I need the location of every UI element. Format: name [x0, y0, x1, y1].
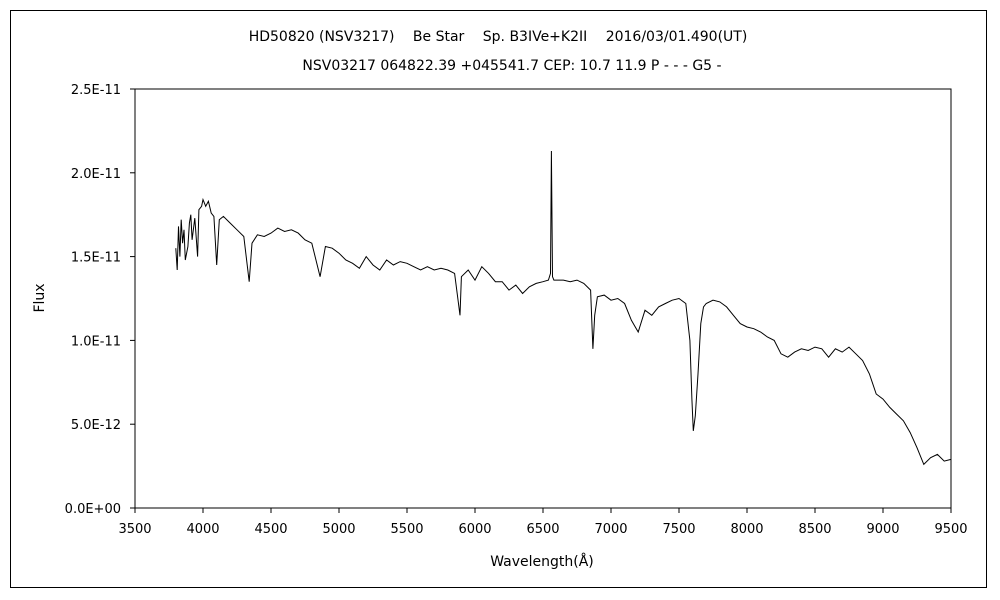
- x-tick-label: 3500: [118, 522, 151, 537]
- x-tick-label: 7500: [662, 522, 695, 537]
- x-tick-label: 5000: [322, 522, 355, 537]
- x-tick-label: 5500: [390, 522, 423, 537]
- x-tick-label: 7000: [594, 522, 627, 537]
- y-tick-label: 1.0E-11: [71, 334, 121, 349]
- x-tick-label: 6000: [458, 522, 491, 537]
- x-axis-label: Wavelength(Å): [490, 553, 594, 570]
- chart-subtitle: NSV03217 064822.39 +045541.7 CEP: 10.7 1…: [302, 58, 721, 74]
- x-tick-label: 8000: [730, 522, 763, 537]
- chart-title: HD50820 (NSV3217) Be Star Sp. B3IVe+K2II…: [249, 29, 748, 45]
- x-tick-label: 4500: [254, 522, 287, 537]
- x-tick-label: 9000: [866, 522, 899, 537]
- chart-frame: [10, 10, 987, 588]
- y-tick-label: 2.0E-11: [71, 167, 121, 182]
- y-tick-label: 0.0E+00: [65, 502, 121, 517]
- y-tick-label: 2.5E-11: [71, 83, 121, 98]
- y-tick-label: 5.0E-12: [71, 418, 121, 433]
- x-tick-label: 4000: [186, 522, 219, 537]
- spectrum-line: [175, 150, 952, 466]
- y-tick-label: 1.5E-11: [71, 251, 121, 266]
- plot-area: [134, 88, 952, 509]
- x-tick-label: 6500: [526, 522, 559, 537]
- x-tick-label: 8500: [798, 522, 831, 537]
- x-tick-label: 9500: [934, 522, 967, 537]
- y-axis-label: Flux: [32, 283, 48, 312]
